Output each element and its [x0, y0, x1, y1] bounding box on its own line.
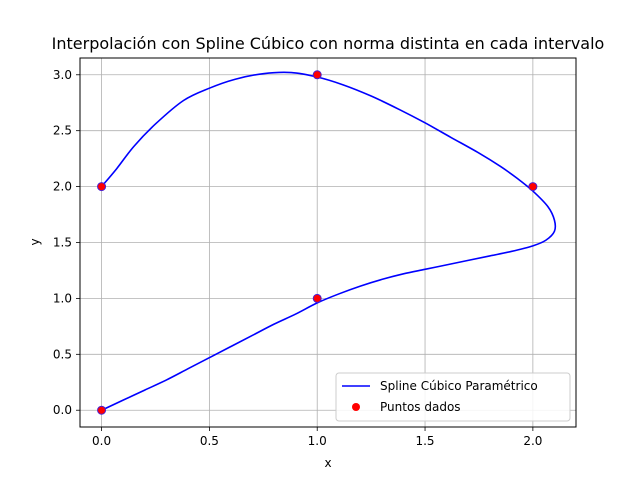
y-axis-label: y: [28, 238, 42, 245]
y-tick-label: 0.0: [53, 403, 72, 417]
legend-frame: [335, 372, 571, 422]
data-point: [312, 293, 322, 303]
axes-frame: [79, 57, 577, 428]
x-tick-label: 1.5: [415, 434, 434, 448]
chart-title: Interpolación con Spline Cúbico con norm…: [52, 34, 605, 53]
y-tick-label: 2.0: [53, 180, 72, 194]
series-line-spline: [100, 71, 557, 411]
legend-label-spline: Spline Cúbico Paramétrico: [380, 379, 538, 393]
legend: Spline Cúbico Paramétrico Puntos dados: [335, 372, 571, 422]
plot-content: [97, 70, 557, 415]
y-tick-label: 1.5: [53, 236, 72, 250]
data-point: [97, 182, 107, 192]
data-point: [528, 182, 538, 192]
y-tick-label: 2.5: [53, 124, 72, 138]
y-tick-label: 1.0: [53, 291, 72, 305]
x-tick-label: 0.5: [200, 434, 219, 448]
legend-swatch-points: [352, 403, 360, 411]
y-tick-label: 3.0: [53, 68, 72, 82]
ticks: 0.0 0.5 1.0 1.5 2.0 0.0 0.5 1.0 1.5 2.0 2.5 3.0: [53, 68, 543, 448]
data-point: [312, 70, 322, 80]
x-axis-label: x: [324, 456, 331, 470]
grid: [80, 58, 576, 427]
x-tick-label: 2.0: [523, 434, 542, 448]
legend-label-points: Puntos dados: [380, 400, 461, 414]
y-tick-label: 0.5: [53, 347, 72, 361]
x-tick-label: 0.0: [92, 434, 111, 448]
data-point: [97, 405, 107, 415]
x-tick-label: 1.0: [308, 434, 327, 448]
